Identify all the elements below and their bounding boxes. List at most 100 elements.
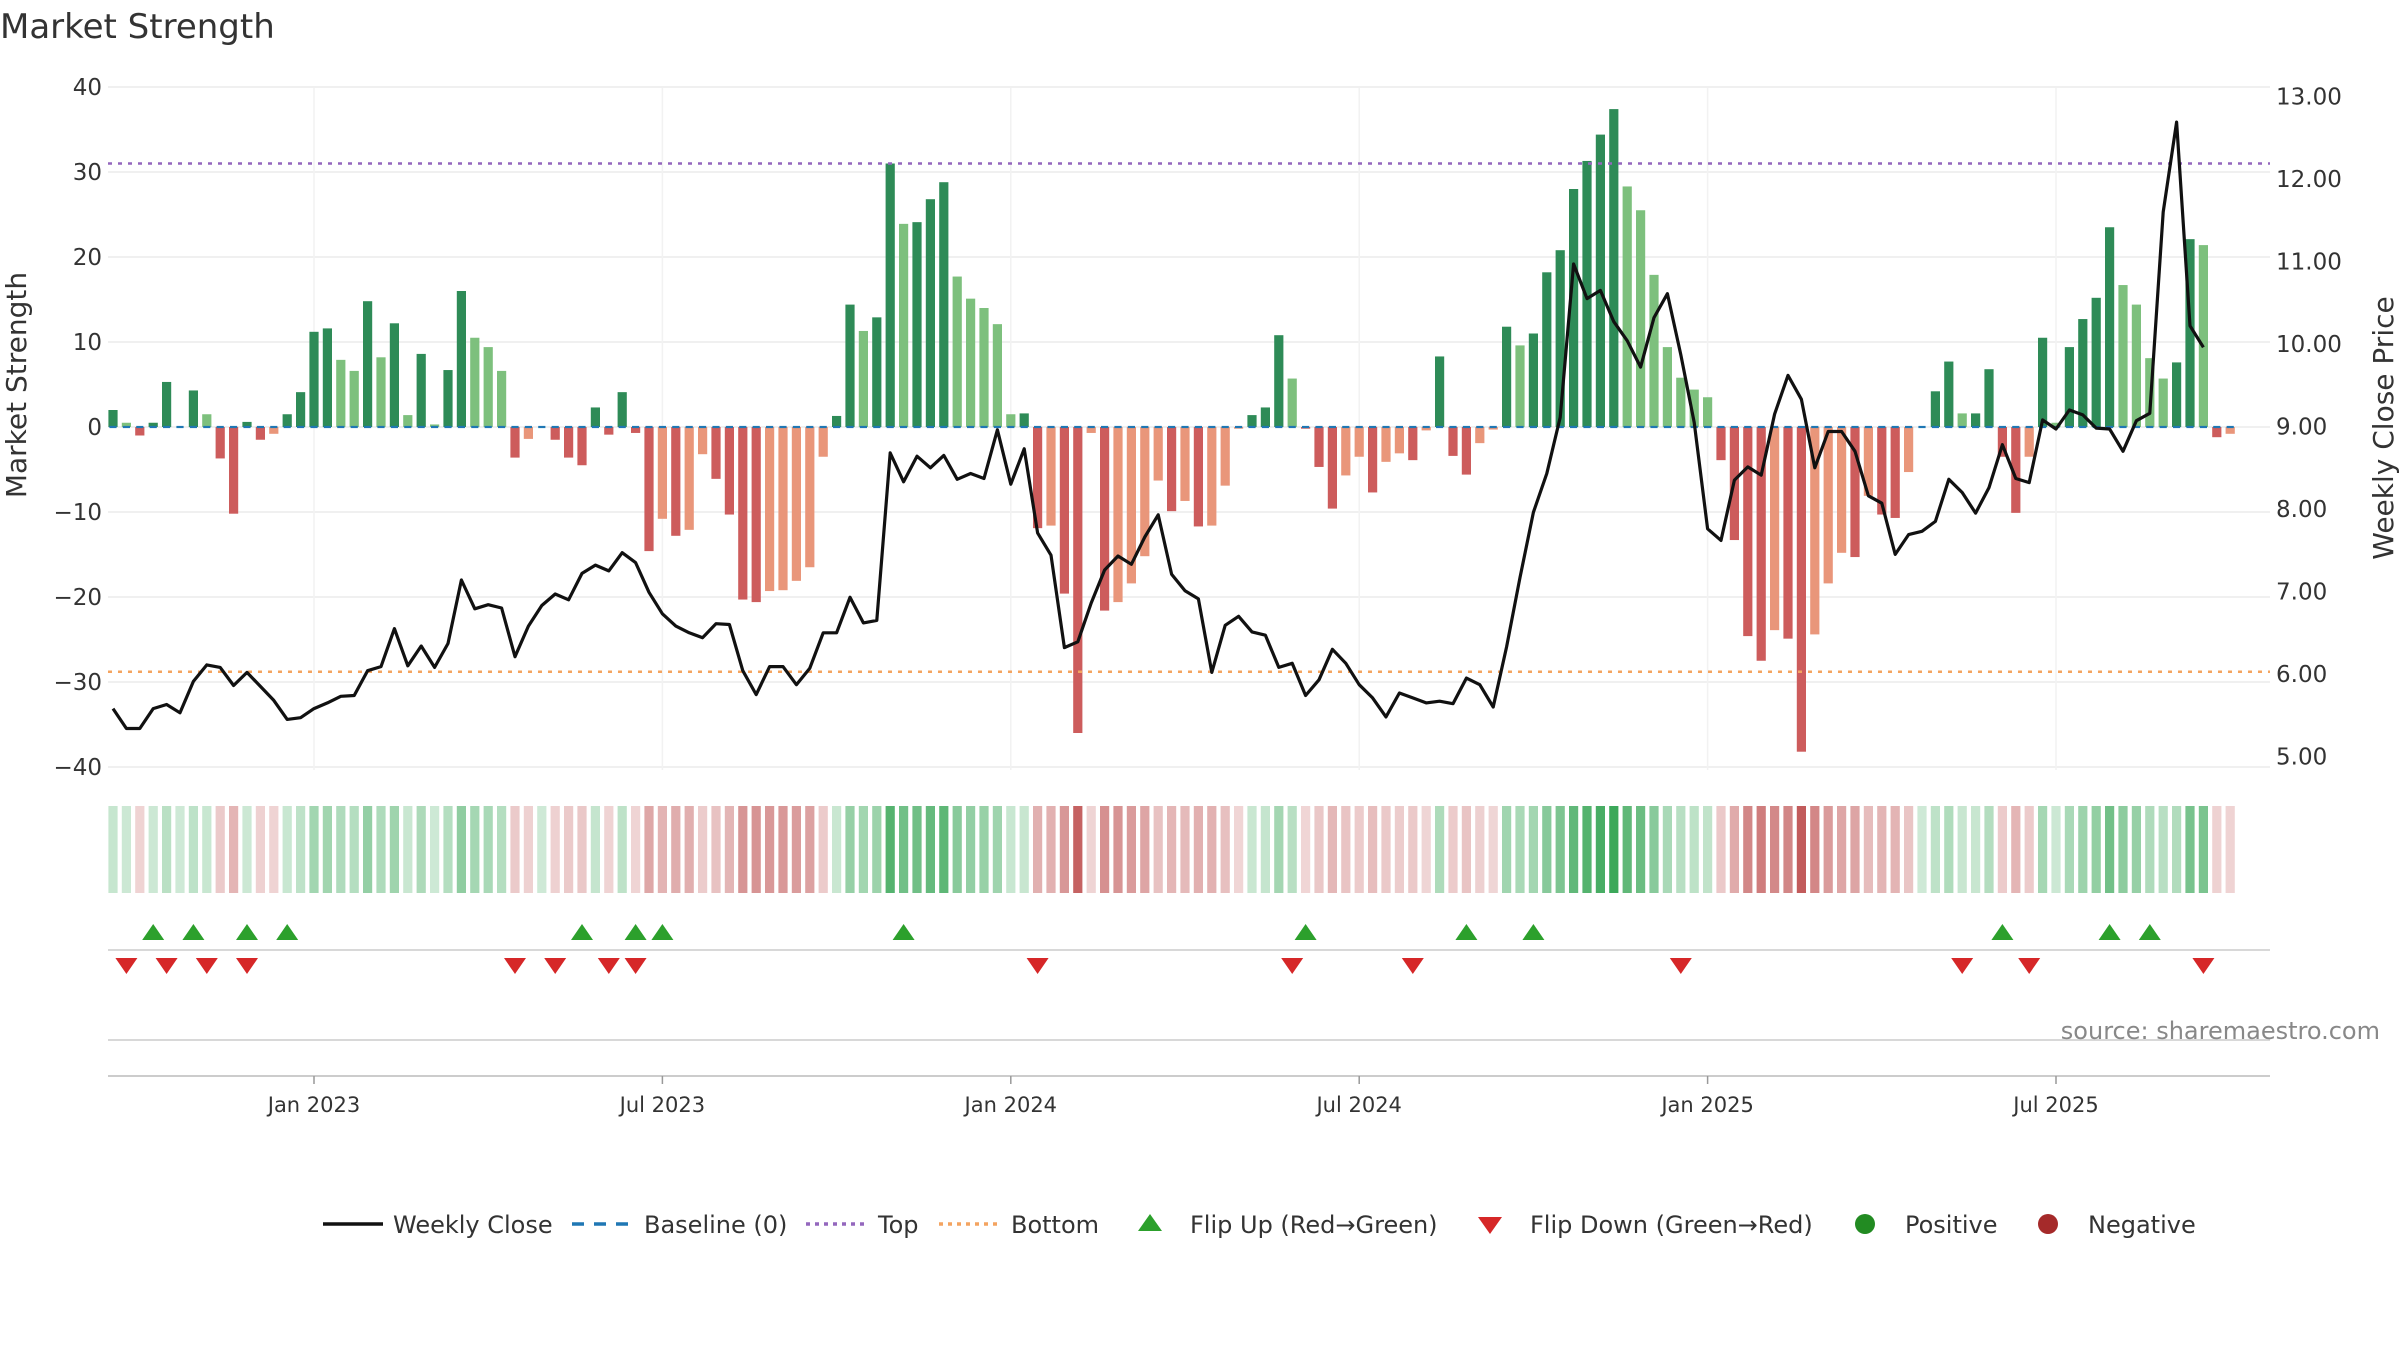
strength-bar xyxy=(2024,427,2034,457)
strip-cell xyxy=(336,806,346,893)
strip-cell xyxy=(2038,806,2048,893)
strength-bar xyxy=(1703,397,1713,427)
strip-cell xyxy=(1475,806,1485,893)
strip-cell xyxy=(1810,806,1820,893)
y-tick-left: −20 xyxy=(53,585,102,611)
strength-bar xyxy=(644,427,654,552)
strength-bar xyxy=(1086,427,1096,433)
strip-cell xyxy=(483,806,493,893)
strip-cell xyxy=(135,806,145,893)
legend-label: Flip Down (Green→Red) xyxy=(1530,1211,1813,1239)
strip-cell xyxy=(363,806,373,893)
strip-cell xyxy=(2024,806,2034,893)
strip-cell xyxy=(604,806,614,893)
strip-cell xyxy=(1126,806,1136,893)
x-tick-label: Jan 2025 xyxy=(1659,1093,1754,1117)
strip-cell xyxy=(805,806,815,893)
strength-bar xyxy=(1890,427,1900,518)
strength-bar xyxy=(1354,427,1364,457)
strength-bar xyxy=(148,422,158,427)
strip-cell xyxy=(1957,806,1967,893)
y-tick-left: 10 xyxy=(73,330,102,356)
strength-bar xyxy=(1515,345,1525,427)
strip-cell xyxy=(1863,806,1873,893)
strip-cell xyxy=(631,806,641,893)
strength-bar xyxy=(483,347,493,427)
strength-bar xyxy=(336,359,346,427)
strip-cell xyxy=(751,806,761,893)
legend-label: Weekly Close xyxy=(393,1211,553,1239)
strip-cell xyxy=(2172,806,2182,893)
strength-bar xyxy=(1368,427,1378,493)
flip-down-marker xyxy=(544,958,567,974)
strip-cell xyxy=(1368,806,1378,893)
y-tick-left: −10 xyxy=(53,500,102,526)
strength-bar xyxy=(899,223,909,427)
strip-cell xyxy=(2051,806,2061,893)
flip-up-marker xyxy=(276,924,299,940)
strip-cell xyxy=(1140,806,1150,893)
strip-cell xyxy=(1167,806,1177,893)
y-axis-right-ticks: 13.00 12.00 11.00 10.00 9.00 8.00 7.00 6.00 5.00 xyxy=(2276,85,2342,771)
strip-cell xyxy=(510,806,520,893)
strength-bar xyxy=(1394,427,1404,454)
strip-cell xyxy=(376,806,386,893)
flip-down-marker xyxy=(1401,958,1424,974)
strength-bar xyxy=(1863,427,1873,496)
strength-bar xyxy=(1019,413,1029,427)
x-axis-ticks: Jan 2023 Jul 2023 Jan 2024 Jul 2024 Jan 2025… xyxy=(266,1076,2099,1117)
strength-bar xyxy=(403,415,413,427)
strip-cell xyxy=(684,806,694,893)
flip-up-marker xyxy=(1522,924,1545,940)
strip-cell xyxy=(1502,806,1512,893)
strength-bar xyxy=(1582,160,1592,427)
strength-bar xyxy=(2011,427,2021,513)
strip-cell xyxy=(992,806,1002,893)
strip-cell xyxy=(456,806,466,893)
strength-bar xyxy=(1461,427,1471,475)
strength-bar xyxy=(1756,427,1766,661)
strength-bar xyxy=(564,427,574,458)
flip-down-marker xyxy=(504,958,526,974)
strip-cell xyxy=(430,806,440,893)
strip-cell xyxy=(1408,806,1418,893)
strip-cell xyxy=(1153,806,1163,893)
strength-bar xyxy=(724,427,734,515)
flip-up-marker xyxy=(182,924,205,940)
strength-bar xyxy=(242,421,252,427)
source-credit: source: sharemaestro.com xyxy=(2061,1017,2380,1045)
strip-cell xyxy=(1301,806,1311,893)
strip-cell xyxy=(939,806,949,893)
strength-bar xyxy=(2064,347,2074,427)
strength-bar xyxy=(1569,189,1579,427)
strip-cell xyxy=(1904,806,1914,893)
strip-cell xyxy=(349,806,359,893)
strip-cell xyxy=(537,806,547,893)
strip-cell xyxy=(1421,806,1431,893)
strength-bar xyxy=(966,298,976,427)
strength-bar xyxy=(1488,427,1498,430)
flip-down-marker xyxy=(195,958,218,974)
flip-up-marker xyxy=(624,924,647,940)
strip-cell xyxy=(443,806,453,893)
strength-bar xyxy=(1274,335,1284,427)
strength-bar xyxy=(979,308,989,427)
strip-cell xyxy=(1890,806,1900,893)
legend: Weekly Close Baseline (0) Top Bottom Flip Up… xyxy=(323,1211,2196,1239)
strength-bar xyxy=(1770,427,1780,631)
strip-cell xyxy=(1917,806,1927,893)
x-tick-label: Jan 2024 xyxy=(963,1093,1058,1117)
strength-bar xyxy=(497,370,507,427)
y-tick-left: −40 xyxy=(53,755,102,781)
flip-up-marker xyxy=(2098,924,2121,940)
strength-bar xyxy=(1193,427,1203,527)
strip-cell xyxy=(738,806,748,893)
strength-bar xyxy=(1622,186,1632,427)
strength-bar xyxy=(1421,427,1431,431)
strength-bar xyxy=(1609,109,1619,427)
y-tick-left: 20 xyxy=(73,245,102,271)
strip-cell xyxy=(1770,806,1780,893)
strength-color-strip xyxy=(108,806,2235,893)
strip-cell xyxy=(1180,806,1190,893)
strength-bar xyxy=(1220,427,1230,486)
